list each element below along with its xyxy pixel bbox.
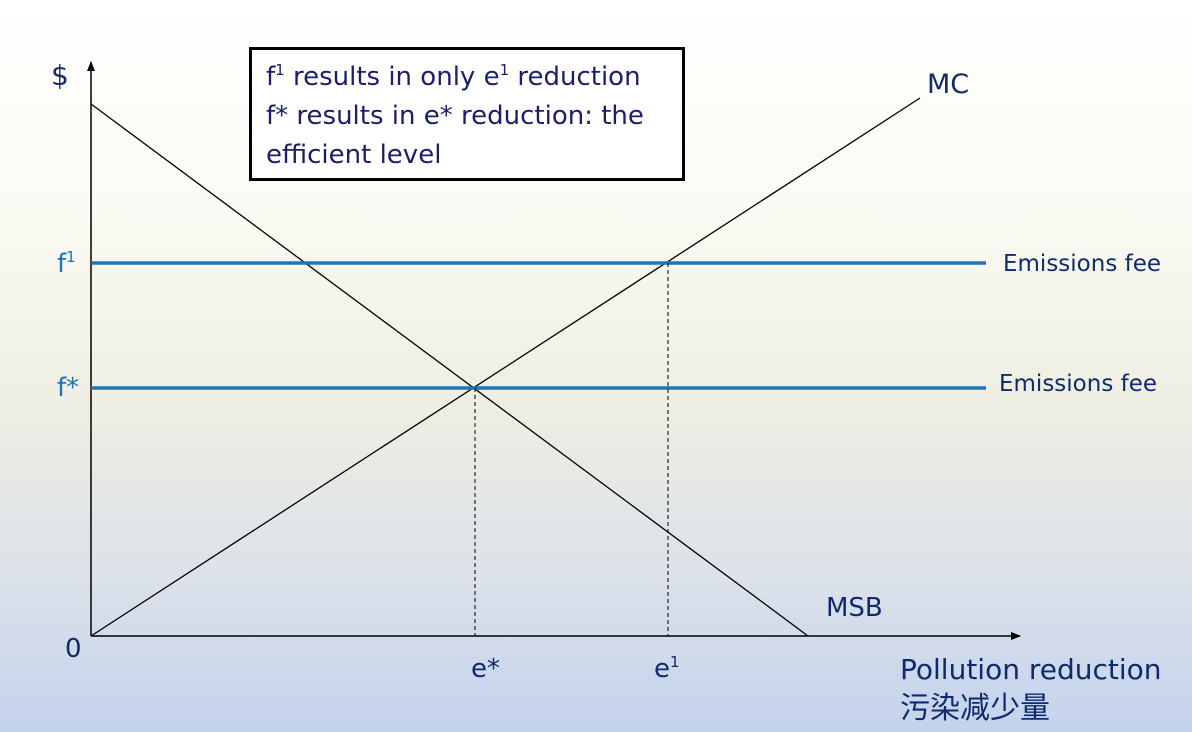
msb-curve — [90, 103, 809, 637]
y-axis-label: $ — [51, 59, 69, 92]
explanation-callout: f1 results in only e1 reduction f* resul… — [249, 47, 685, 181]
fee-high-axis-label: f1 — [57, 248, 76, 279]
callout-line-2: f* results in e* reduction: the — [266, 101, 644, 131]
callout-line-3: efficient level — [266, 140, 442, 170]
e-star-label: e* — [471, 654, 500, 684]
mc-label: MC — [927, 69, 970, 100]
fee-high-name: Emissions fee — [1003, 251, 1162, 277]
x-axis-label: Pollution reduction — [900, 653, 1162, 686]
e1-label: e1 — [654, 653, 680, 684]
fee-efficient-name: Emissions fee — [999, 371, 1158, 397]
origin-label: 0 — [65, 634, 82, 664]
fee-efficient-axis-label: f* — [57, 373, 80, 403]
callout-line-1: f1 results in only e1 reduction — [266, 61, 641, 92]
mc-curve — [90, 97, 921, 637]
msb-label: MSB — [826, 593, 883, 623]
x-axis-label-chinese: 污染减少量 — [900, 691, 1050, 726]
